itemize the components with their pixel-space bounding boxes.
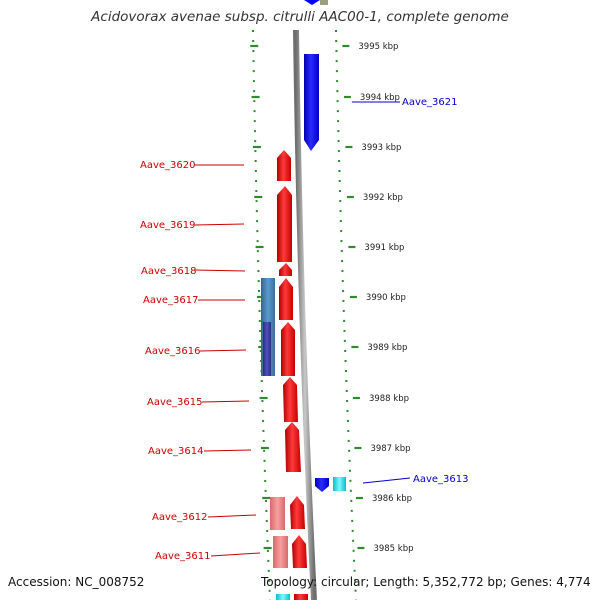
gene-aave-3616-leader bbox=[199, 349, 247, 352]
gene-aave-3611-label[interactable]: Aave_3611 bbox=[155, 551, 211, 562]
scale-group: 3995 kbp 3994 kbp 3993 kbp 3992 kbp 3991 kbp… bbox=[250, 42, 414, 554]
gene-aave-3615-leader bbox=[201, 400, 250, 403]
gene-aave-3617[interactable] bbox=[279, 278, 293, 320]
gene-aave-3619[interactable] bbox=[277, 186, 292, 262]
gene-aave-3614-label[interactable]: Aave_3614 bbox=[148, 446, 204, 457]
gene-aave-3615-label[interactable]: Aave_3615 bbox=[147, 397, 203, 408]
gene-aave-3616[interactable] bbox=[281, 322, 295, 376]
scale-label: 3994 kbp bbox=[360, 93, 400, 103]
accession-text: Accession: NC_008752 bbox=[8, 575, 145, 589]
gene-aave-3612-leader bbox=[207, 514, 257, 518]
gene-aave-3613-label[interactable]: Aave_3613 bbox=[413, 474, 469, 485]
scale-label: 3992 kbp bbox=[363, 193, 403, 203]
feature-indigo[interactable] bbox=[263, 322, 271, 376]
scale-label: 3993 kbp bbox=[361, 143, 401, 153]
feature-pink-2[interactable] bbox=[273, 536, 288, 568]
gene-aave-3621-label[interactable]: Aave_3621 bbox=[402, 97, 458, 108]
gene-aave-3611-leader bbox=[210, 552, 261, 557]
gene-aave-3615[interactable] bbox=[283, 377, 298, 422]
gene-aave-3620[interactable] bbox=[277, 150, 291, 181]
gene-aave-3619-leader bbox=[194, 223, 245, 226]
gene-aave-3614-leader bbox=[203, 449, 252, 452]
scale-label: 3986 kbp bbox=[372, 494, 412, 504]
feature-cyan[interactable] bbox=[333, 477, 346, 491]
gene-aave-3617-label[interactable]: Aave_3617 bbox=[143, 295, 199, 306]
map-title: Acidovorax avenae subsp. citrulli AAC00-… bbox=[91, 9, 509, 25]
scale-label: 3988 kbp bbox=[369, 394, 409, 404]
scale-label: 3985 kbp bbox=[373, 544, 413, 554]
gene-aave-3611[interactable] bbox=[292, 535, 307, 568]
topology-text: Topology: circular; Length: 5,352,772 bp… bbox=[261, 575, 591, 589]
gene-aave-3613-leader bbox=[362, 477, 411, 484]
scale-label: 3989 kbp bbox=[367, 343, 407, 353]
gene-aave-3621[interactable] bbox=[304, 54, 319, 151]
gene-aave-3618[interactable] bbox=[279, 263, 292, 276]
gene-aave-3619-label[interactable]: Aave_3619 bbox=[140, 220, 196, 231]
gene-aave-3613[interactable] bbox=[315, 478, 329, 492]
gene-aave-3620-label[interactable]: Aave_3620 bbox=[140, 160, 196, 171]
gene-aave-3614[interactable] bbox=[285, 422, 301, 472]
scale-label: 3987 kbp bbox=[370, 444, 410, 454]
top-feature-blue bbox=[304, 0, 320, 5]
outer-ring-right bbox=[335, 29, 357, 600]
gene-aave-3618-label[interactable]: Aave_3618 bbox=[141, 266, 197, 277]
feature-pink-1[interactable] bbox=[270, 497, 285, 530]
bottom-feature-cyan bbox=[276, 594, 290, 600]
scale-label: 3990 kbp bbox=[366, 293, 406, 303]
gene-aave-3612[interactable] bbox=[290, 496, 305, 529]
gene-aave-3616-label[interactable]: Aave_3616 bbox=[145, 346, 201, 357]
top-feature-olive bbox=[320, 0, 328, 5]
scale-label: 3991 kbp bbox=[364, 243, 404, 253]
outer-ring-left bbox=[252, 29, 271, 600]
bottom-feature-red bbox=[294, 594, 308, 600]
genome-backbone bbox=[293, 29, 317, 600]
gene-aave-3618-leader bbox=[194, 269, 246, 272]
gene-aave-3612-label[interactable]: Aave_3612 bbox=[152, 512, 208, 523]
scale-label: 3995 kbp bbox=[358, 42, 398, 52]
